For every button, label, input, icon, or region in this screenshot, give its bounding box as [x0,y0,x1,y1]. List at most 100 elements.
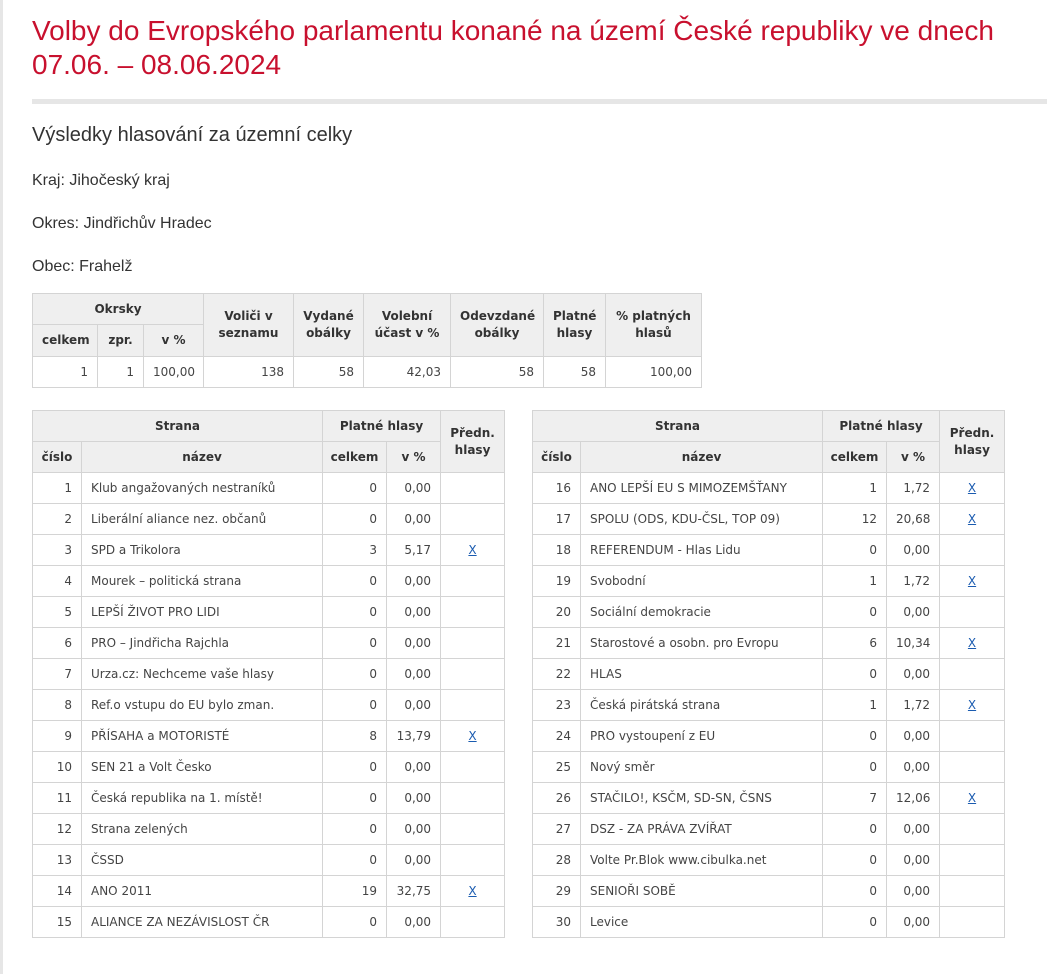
preferential-votes-cell [440,844,506,876]
header-pct-platnych: % platných hlasů [605,293,702,357]
party-percent: 1,72 [886,472,941,504]
party-number: 9 [32,720,82,752]
party-percent: 0,00 [386,906,442,938]
party-name: Mourek – politická strana [80,565,324,597]
party-row: 3 SPD a Trikolora 3 5,17 X [32,534,506,566]
section-title: Výsledky hlasování za územní celky [32,124,353,146]
preferential-votes-link[interactable]: X [468,729,477,743]
party-row: 25 Nový směr 0 0,00 [532,751,1006,783]
party-votes: 6 [822,627,888,659]
party-name: SPOLU (ODS, KDU-ČSL, TOP 09) [579,503,824,535]
party-votes: 0 [822,596,888,628]
party-number: 25 [532,751,581,783]
party-percent: 0,00 [386,596,442,628]
party-name: DSZ - ZA PRÁVA ZVÍŘAT [579,813,824,845]
party-name: PRO vystoupení z EU [579,720,824,752]
party-name: Česká pirátská strana [579,689,824,721]
party-number: 3 [32,534,82,566]
party-number: 29 [532,875,581,907]
preferential-votes-cell [939,596,1006,628]
party-number: 4 [32,565,82,597]
party-name: Sociální demokracie [579,596,824,628]
party-row: 9 PŘÍSAHA a MOTORISTÉ 8 13,79 X [32,720,506,752]
party-percent: 0,00 [886,751,941,783]
party-votes: 0 [822,813,888,845]
party-name: SENIOŘI SOBĚ [579,875,824,907]
header-platne-hlasy: Platné hlasy [322,410,442,442]
party-number: 10 [32,751,82,783]
party-name: Nový směr [579,751,824,783]
preferential-votes-link[interactable]: X [967,698,977,712]
party-number: 16 [532,472,581,504]
party-row: 30 Levice 0 0,00 [532,906,1006,938]
header-cislo: číslo [532,441,581,473]
party-row: 6 PRO – Jindřicha Rajchla 0 0,00 [32,627,506,659]
preferential-votes-link[interactable]: X [967,512,977,526]
preferential-votes-cell [939,906,1006,938]
party-percent: 0,00 [386,503,442,535]
obec-label: Obec: Frahelž [32,258,133,275]
party-votes: 8 [322,720,388,752]
party-votes: 3 [322,534,388,566]
preferential-votes-cell [440,627,506,659]
party-percent: 1,72 [886,565,941,597]
party-number: 1 [32,472,82,504]
party-percent: 0,00 [386,689,442,721]
party-row: 14 ANO 2011 19 32,75 X [32,875,506,907]
preferential-votes-cell [939,720,1006,752]
party-percent: 0,00 [886,875,941,907]
party-number: 5 [32,596,82,628]
header-ucast: Volební účast v % [363,293,451,357]
party-percent: 0,00 [386,658,442,690]
party-percent: 0,00 [886,658,941,690]
party-name: ALIANCE ZA NEZÁVISLOST ČR [80,906,324,938]
cell: 100,00 [143,356,204,388]
party-percent: 10,34 [886,627,941,659]
party-row: 1 Klub angažovaných nestraníků 0 0,00 [32,472,506,504]
party-number: 15 [32,906,82,938]
cell: 1 [32,356,98,388]
cell: 58 [293,356,364,388]
preferential-votes-link[interactable]: X [967,791,977,805]
party-votes: 0 [322,689,388,721]
preferential-votes-link[interactable]: X [967,636,977,650]
preferential-votes-cell [440,782,506,814]
party-votes: 0 [322,503,388,535]
preferential-votes-cell [440,658,506,690]
preferential-votes-link[interactable]: X [468,543,477,557]
preferential-votes-cell: X [939,689,1006,721]
page-left-border [0,0,3,974]
party-name: STAČILO!, KSČM, SD-SN, ČSNS [579,782,824,814]
preferential-votes-link[interactable]: X [468,884,477,898]
party-votes: 1 [822,689,888,721]
preferential-votes-link[interactable]: X [967,574,977,588]
party-votes: 1 [822,565,888,597]
party-votes: 0 [822,720,888,752]
party-number: 26 [532,782,581,814]
party-row: 21 Starostové a osobn. pro Evropu 6 10,3… [532,627,1006,659]
party-name: PRO – Jindřicha Rajchla [80,627,324,659]
header-okrsky: Okrsky [32,293,204,325]
party-votes: 0 [822,534,888,566]
preferential-votes-link[interactable]: X [967,481,977,495]
header-nazev: název [80,441,324,473]
kraj-label: Kraj: Jihočeský kraj [32,172,170,189]
header-cislo: číslo [32,441,82,473]
party-name: Volte Pr.Blok www.cibulka.net [579,844,824,876]
party-name: ANO LEPŠÍ EU S MIMOZEMŠŤANY [579,472,824,504]
preferential-votes-cell [939,813,1006,845]
party-name: Klub angažovaných nestraníků [80,472,324,504]
preferential-votes-cell: X [939,627,1006,659]
header-predn-hlasy: Předn. hlasy [440,410,506,473]
party-percent: 0,00 [386,472,442,504]
party-name: Levice [579,906,824,938]
party-percent: 0,00 [386,813,442,845]
party-name: ČSSD [80,844,324,876]
party-votes: 0 [822,751,888,783]
party-name: SEN 21 a Volt Česko [80,751,324,783]
party-number: 6 [32,627,82,659]
party-votes: 0 [822,875,888,907]
party-percent: 0,00 [386,844,442,876]
party-number: 8 [32,689,82,721]
party-votes: 0 [822,906,888,938]
